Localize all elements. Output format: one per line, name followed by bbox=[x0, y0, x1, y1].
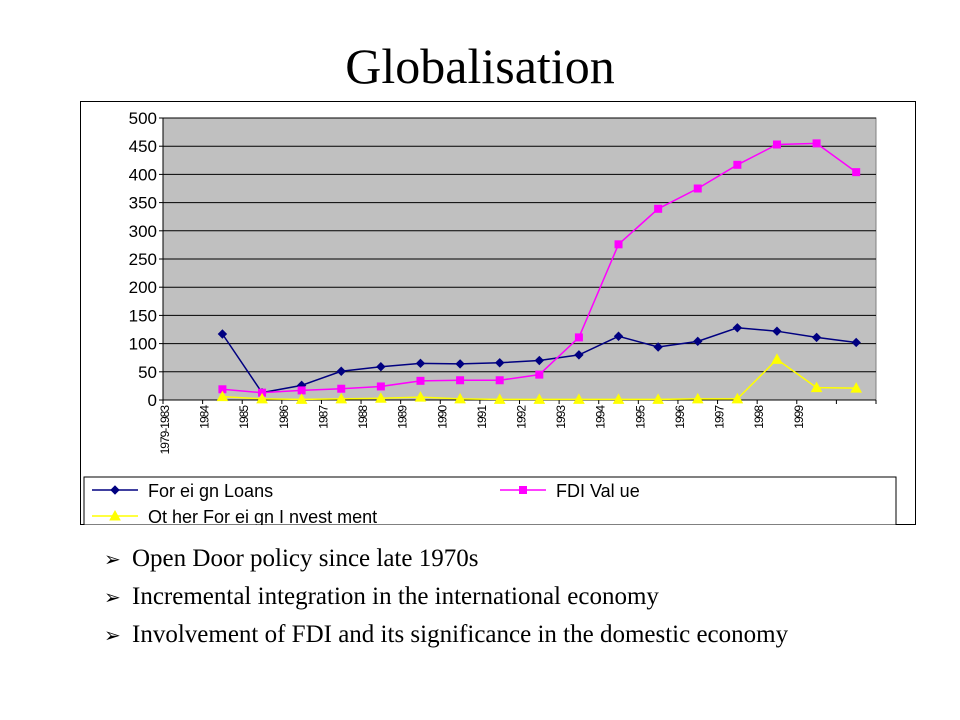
slide-title: Globalisation bbox=[345, 38, 615, 94]
data-point bbox=[574, 333, 583, 342]
data-point bbox=[573, 393, 585, 404]
data-point bbox=[533, 393, 546, 404]
data-point bbox=[336, 366, 346, 376]
bullet-text: Open Door policy since late 1970s bbox=[132, 545, 479, 572]
x-tick-label: 1990 bbox=[435, 405, 449, 429]
y-tick-label: 0 bbox=[148, 391, 157, 410]
arrow-bullet-icon: ➢ bbox=[104, 547, 121, 571]
data-point bbox=[416, 376, 425, 385]
data-point bbox=[574, 350, 584, 360]
x-tick-label: 1979-1983 bbox=[158, 405, 172, 455]
x-tick-label: 1995 bbox=[633, 405, 647, 429]
y-tick-label: 300 bbox=[129, 222, 157, 241]
y-tick-label: 250 bbox=[129, 250, 157, 269]
bullet-item: ➢ Involvement of FDI and its significanc… bbox=[104, 620, 894, 650]
data-point bbox=[731, 392, 744, 404]
data-point bbox=[218, 385, 227, 394]
y-tick-label: 50 bbox=[138, 363, 157, 382]
data-point bbox=[376, 382, 385, 391]
data-point bbox=[454, 392, 466, 404]
x-tick-label: 1992 bbox=[515, 405, 529, 429]
x-tick-label: 1986 bbox=[277, 405, 291, 429]
y-tick-label: 200 bbox=[129, 278, 157, 297]
y-tick-label: 500 bbox=[129, 109, 157, 128]
bullet-list: ➢ Open Door policy since late 1970s ➢ In… bbox=[104, 544, 894, 658]
y-tick-label: 400 bbox=[129, 165, 157, 184]
arrow-bullet-icon: ➢ bbox=[104, 623, 121, 647]
data-point bbox=[495, 376, 504, 385]
data-point bbox=[216, 390, 229, 402]
bullet-item: ➢ Open Door policy since late 1970s bbox=[104, 544, 894, 574]
legend-label: For ei gn Loans bbox=[148, 481, 273, 501]
data-point bbox=[653, 342, 663, 352]
data-point bbox=[772, 140, 781, 149]
data-point bbox=[256, 392, 268, 404]
data-point bbox=[455, 359, 465, 369]
y-tick-label: 150 bbox=[129, 306, 157, 325]
x-tick-label: 1998 bbox=[752, 405, 766, 429]
data-point bbox=[850, 382, 863, 393]
legend-swatch-marker bbox=[519, 486, 527, 494]
data-point bbox=[535, 370, 544, 379]
data-point bbox=[693, 336, 703, 347]
data-point bbox=[771, 353, 783, 364]
data-point bbox=[375, 392, 387, 403]
data-point bbox=[456, 376, 465, 385]
x-tick-label: 1999 bbox=[792, 405, 806, 429]
data-point bbox=[812, 139, 821, 148]
x-tick-label: 1988 bbox=[356, 405, 370, 429]
legend-box bbox=[83, 476, 897, 525]
data-point bbox=[851, 337, 861, 348]
bullet-text: Involvement of FDI and its significance … bbox=[132, 621, 789, 648]
data-point bbox=[810, 381, 823, 393]
legend-swatch-marker bbox=[109, 509, 121, 521]
x-tick-label: 1994 bbox=[594, 405, 608, 429]
data-point bbox=[534, 355, 545, 366]
x-tick-label: 1984 bbox=[198, 405, 212, 429]
data-point bbox=[415, 358, 426, 369]
data-point bbox=[494, 358, 505, 368]
data-point bbox=[612, 393, 625, 404]
x-tick-label: 1997 bbox=[713, 405, 727, 429]
data-point bbox=[733, 160, 742, 169]
data-point bbox=[337, 384, 346, 393]
data-point bbox=[852, 168, 861, 177]
legend-label: FDI Val ue bbox=[556, 481, 640, 501]
data-point bbox=[297, 386, 306, 395]
data-point bbox=[614, 240, 623, 249]
data-point bbox=[693, 184, 702, 193]
x-tick-label: 1993 bbox=[554, 405, 568, 429]
x-tick-label: 1991 bbox=[475, 405, 489, 429]
data-point bbox=[613, 331, 624, 341]
data-point bbox=[493, 393, 506, 404]
data-point bbox=[335, 392, 348, 404]
arrow-bullet-icon: ➢ bbox=[104, 585, 121, 609]
y-tick-label: 100 bbox=[129, 335, 157, 354]
data-point bbox=[217, 329, 228, 339]
y-tick-label: 350 bbox=[129, 194, 157, 213]
data-point bbox=[258, 388, 267, 397]
bullet-text: Incremental integration in the internati… bbox=[132, 583, 659, 610]
y-tick-label: 450 bbox=[129, 137, 157, 156]
data-point bbox=[654, 204, 663, 213]
line-chart: 0 50 100 150 200 250 300 350 400 450 500 1979-1983 1… bbox=[83, 109, 897, 525]
data-point bbox=[652, 393, 664, 404]
data-point bbox=[772, 326, 782, 336]
data-point bbox=[414, 391, 427, 402]
legend-swatch-marker bbox=[110, 485, 120, 495]
x-tick-label: 1985 bbox=[237, 405, 251, 429]
x-tick-label: 1987 bbox=[316, 405, 330, 429]
x-tick-label: 1996 bbox=[673, 405, 687, 429]
data-point bbox=[732, 323, 743, 333]
data-point bbox=[811, 332, 822, 343]
legend-label: Ot her For ei gn I nvest ment bbox=[148, 507, 377, 525]
data-point bbox=[376, 362, 386, 372]
x-tick-label: 1989 bbox=[396, 405, 410, 429]
data-point bbox=[691, 392, 704, 404]
data-point bbox=[295, 393, 308, 404]
bullet-item: ➢ Incremental integration in the interna… bbox=[104, 582, 894, 612]
